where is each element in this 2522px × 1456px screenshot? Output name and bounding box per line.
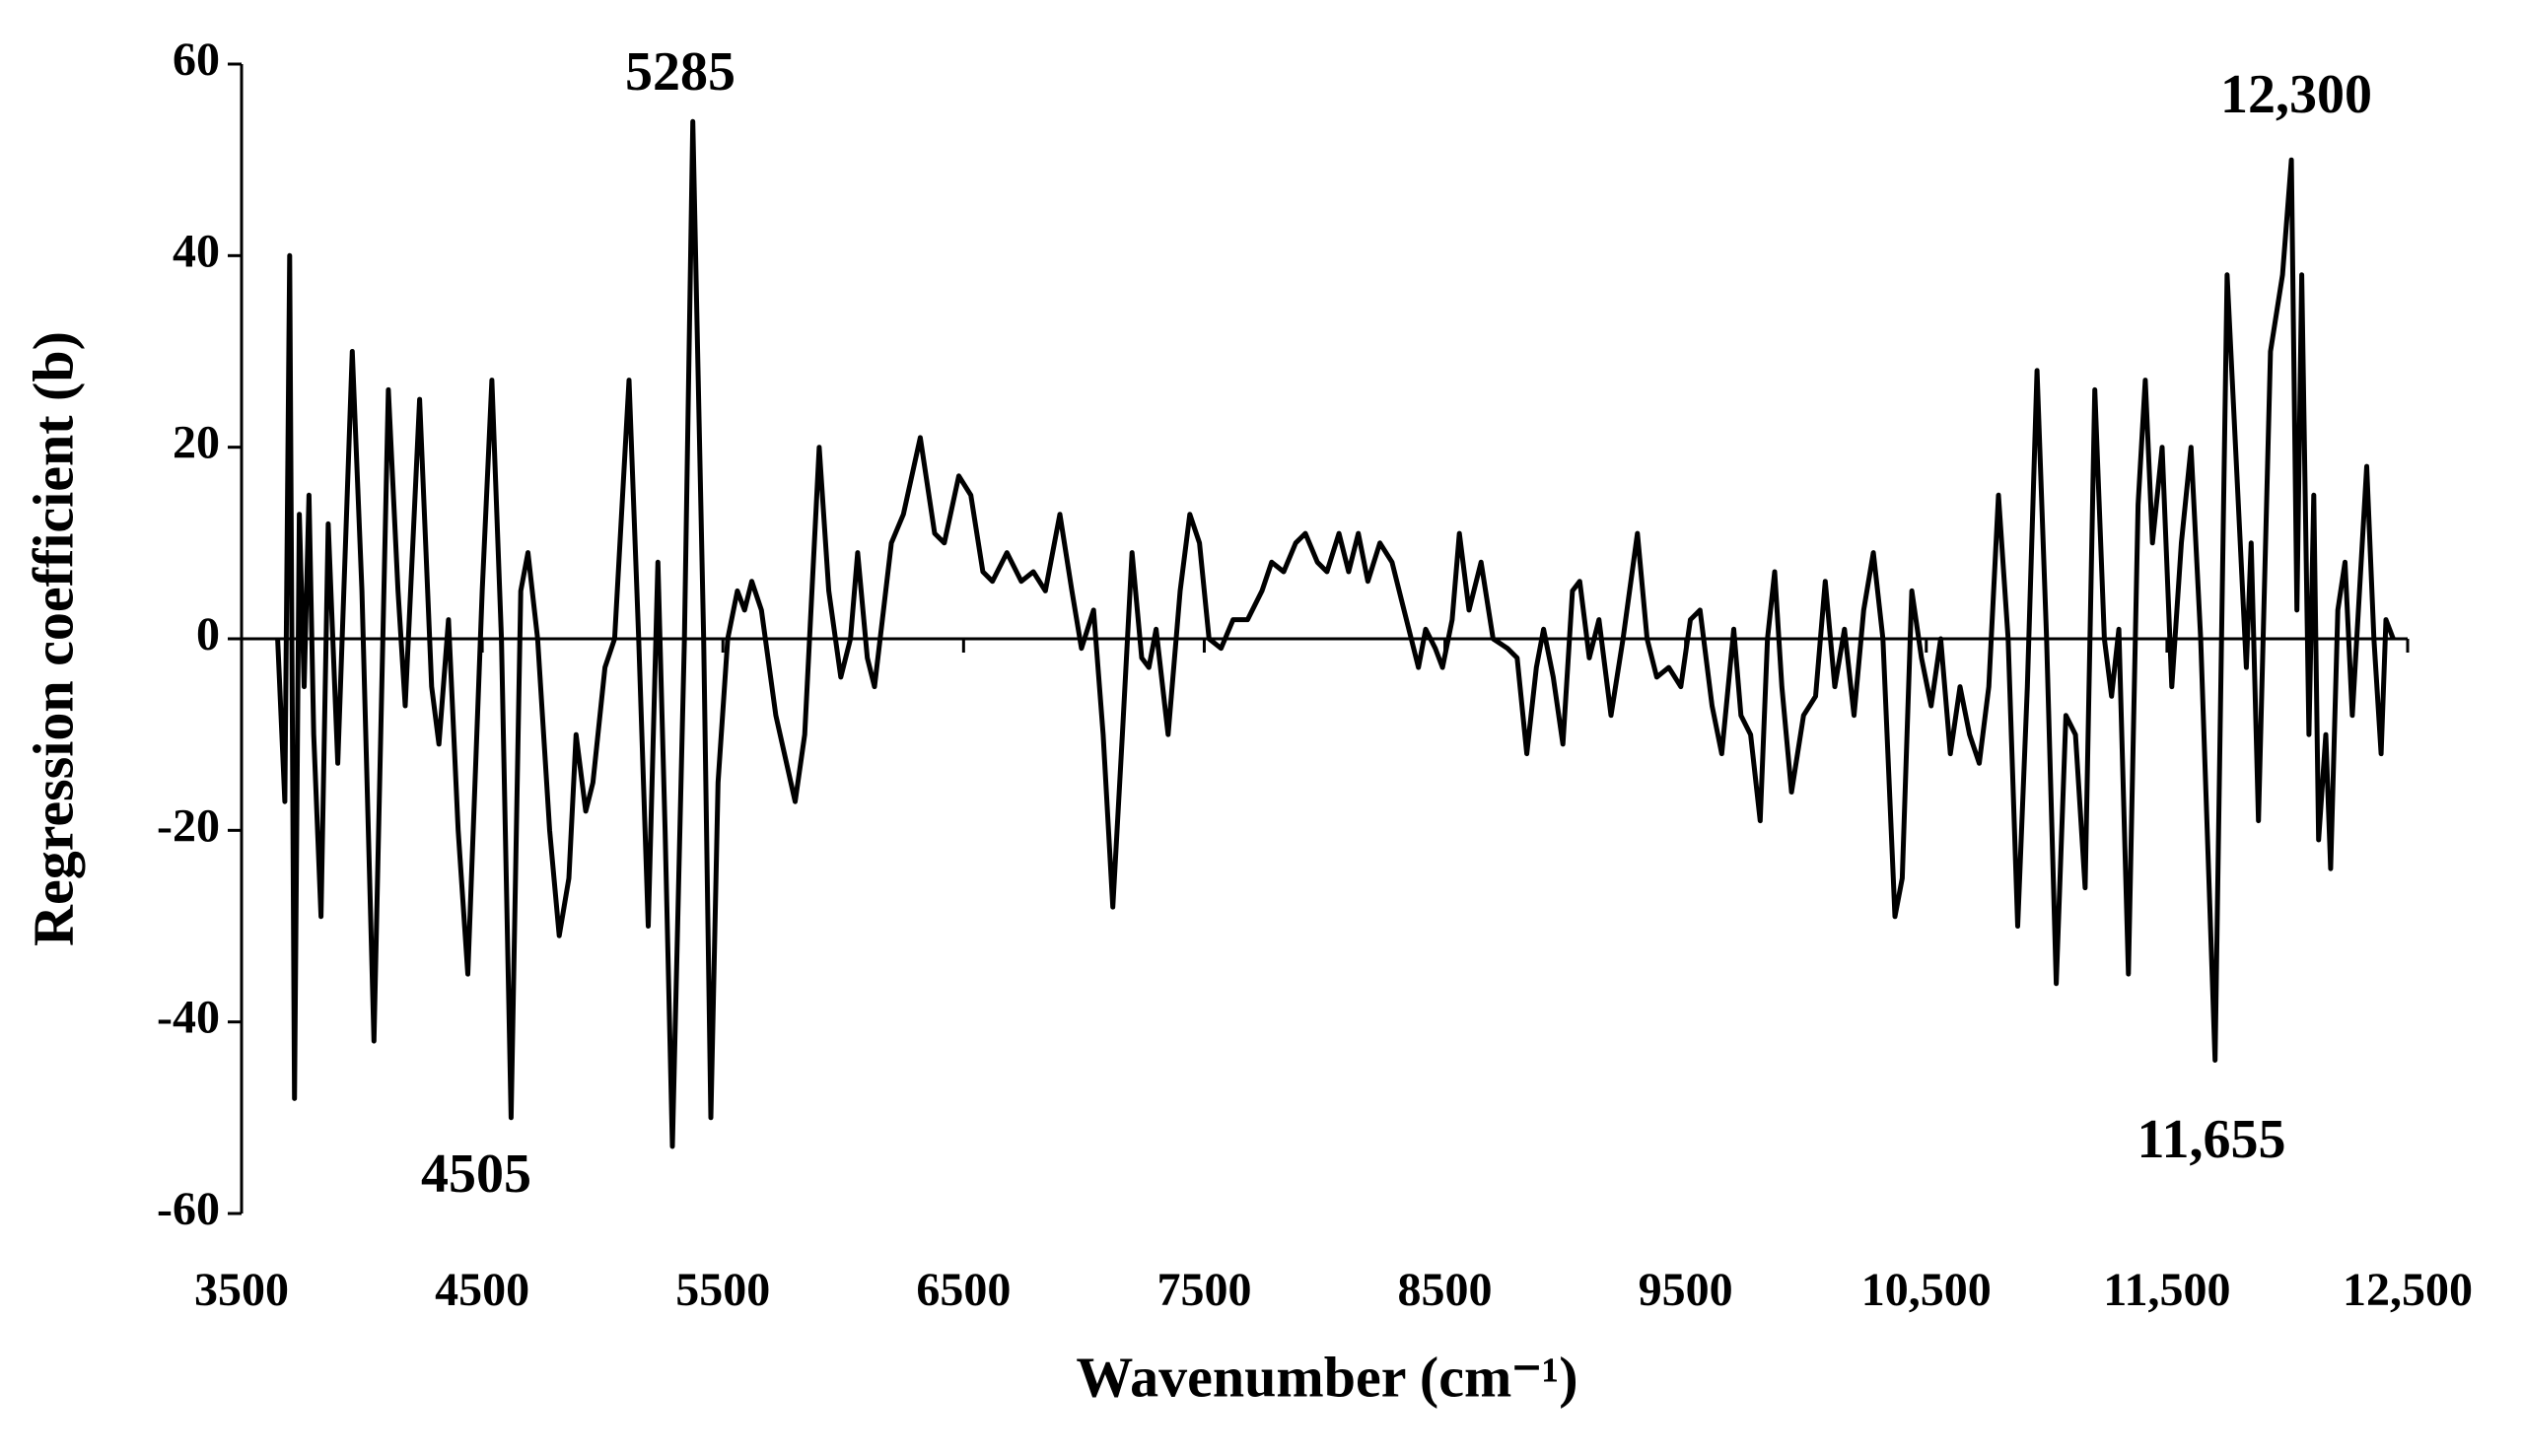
annotation: 12,300 (2220, 64, 2372, 125)
annotation: 4505 (421, 1144, 531, 1205)
y-tick-label: -20 (157, 799, 220, 852)
x-tick-label: 9500 (1639, 1264, 1733, 1316)
y-tick-label: 0 (196, 608, 220, 660)
x-tick-label: 10,500 (1861, 1264, 1992, 1316)
x-tick-label: 11,500 (2103, 1264, 2230, 1316)
annotation: 5285 (625, 41, 736, 103)
y-tick-label: 20 (173, 417, 220, 469)
y-tick-label: 40 (173, 225, 220, 277)
x-tick-label: 12,500 (2343, 1264, 2473, 1316)
y-tick-label: -40 (157, 992, 220, 1044)
data-line (275, 118, 2396, 1149)
x-tick-label: 6500 (916, 1264, 1011, 1316)
x-tick-label: 8500 (1398, 1264, 1493, 1316)
y-tick-label: -60 (157, 1183, 220, 1235)
x-tick-label: 7500 (1156, 1264, 1251, 1316)
x-tick-label: 4500 (435, 1264, 529, 1316)
annotation: 11,655 (2137, 1109, 2286, 1170)
x-tick-label: 3500 (194, 1264, 289, 1316)
y-axis-title: Regression coefficient (b) (21, 331, 85, 946)
y-tick-label: 60 (173, 34, 220, 86)
x-axis-title: Wavenumber (cm⁻¹) (1076, 1345, 1577, 1409)
x-tick-label: 5500 (675, 1264, 770, 1316)
